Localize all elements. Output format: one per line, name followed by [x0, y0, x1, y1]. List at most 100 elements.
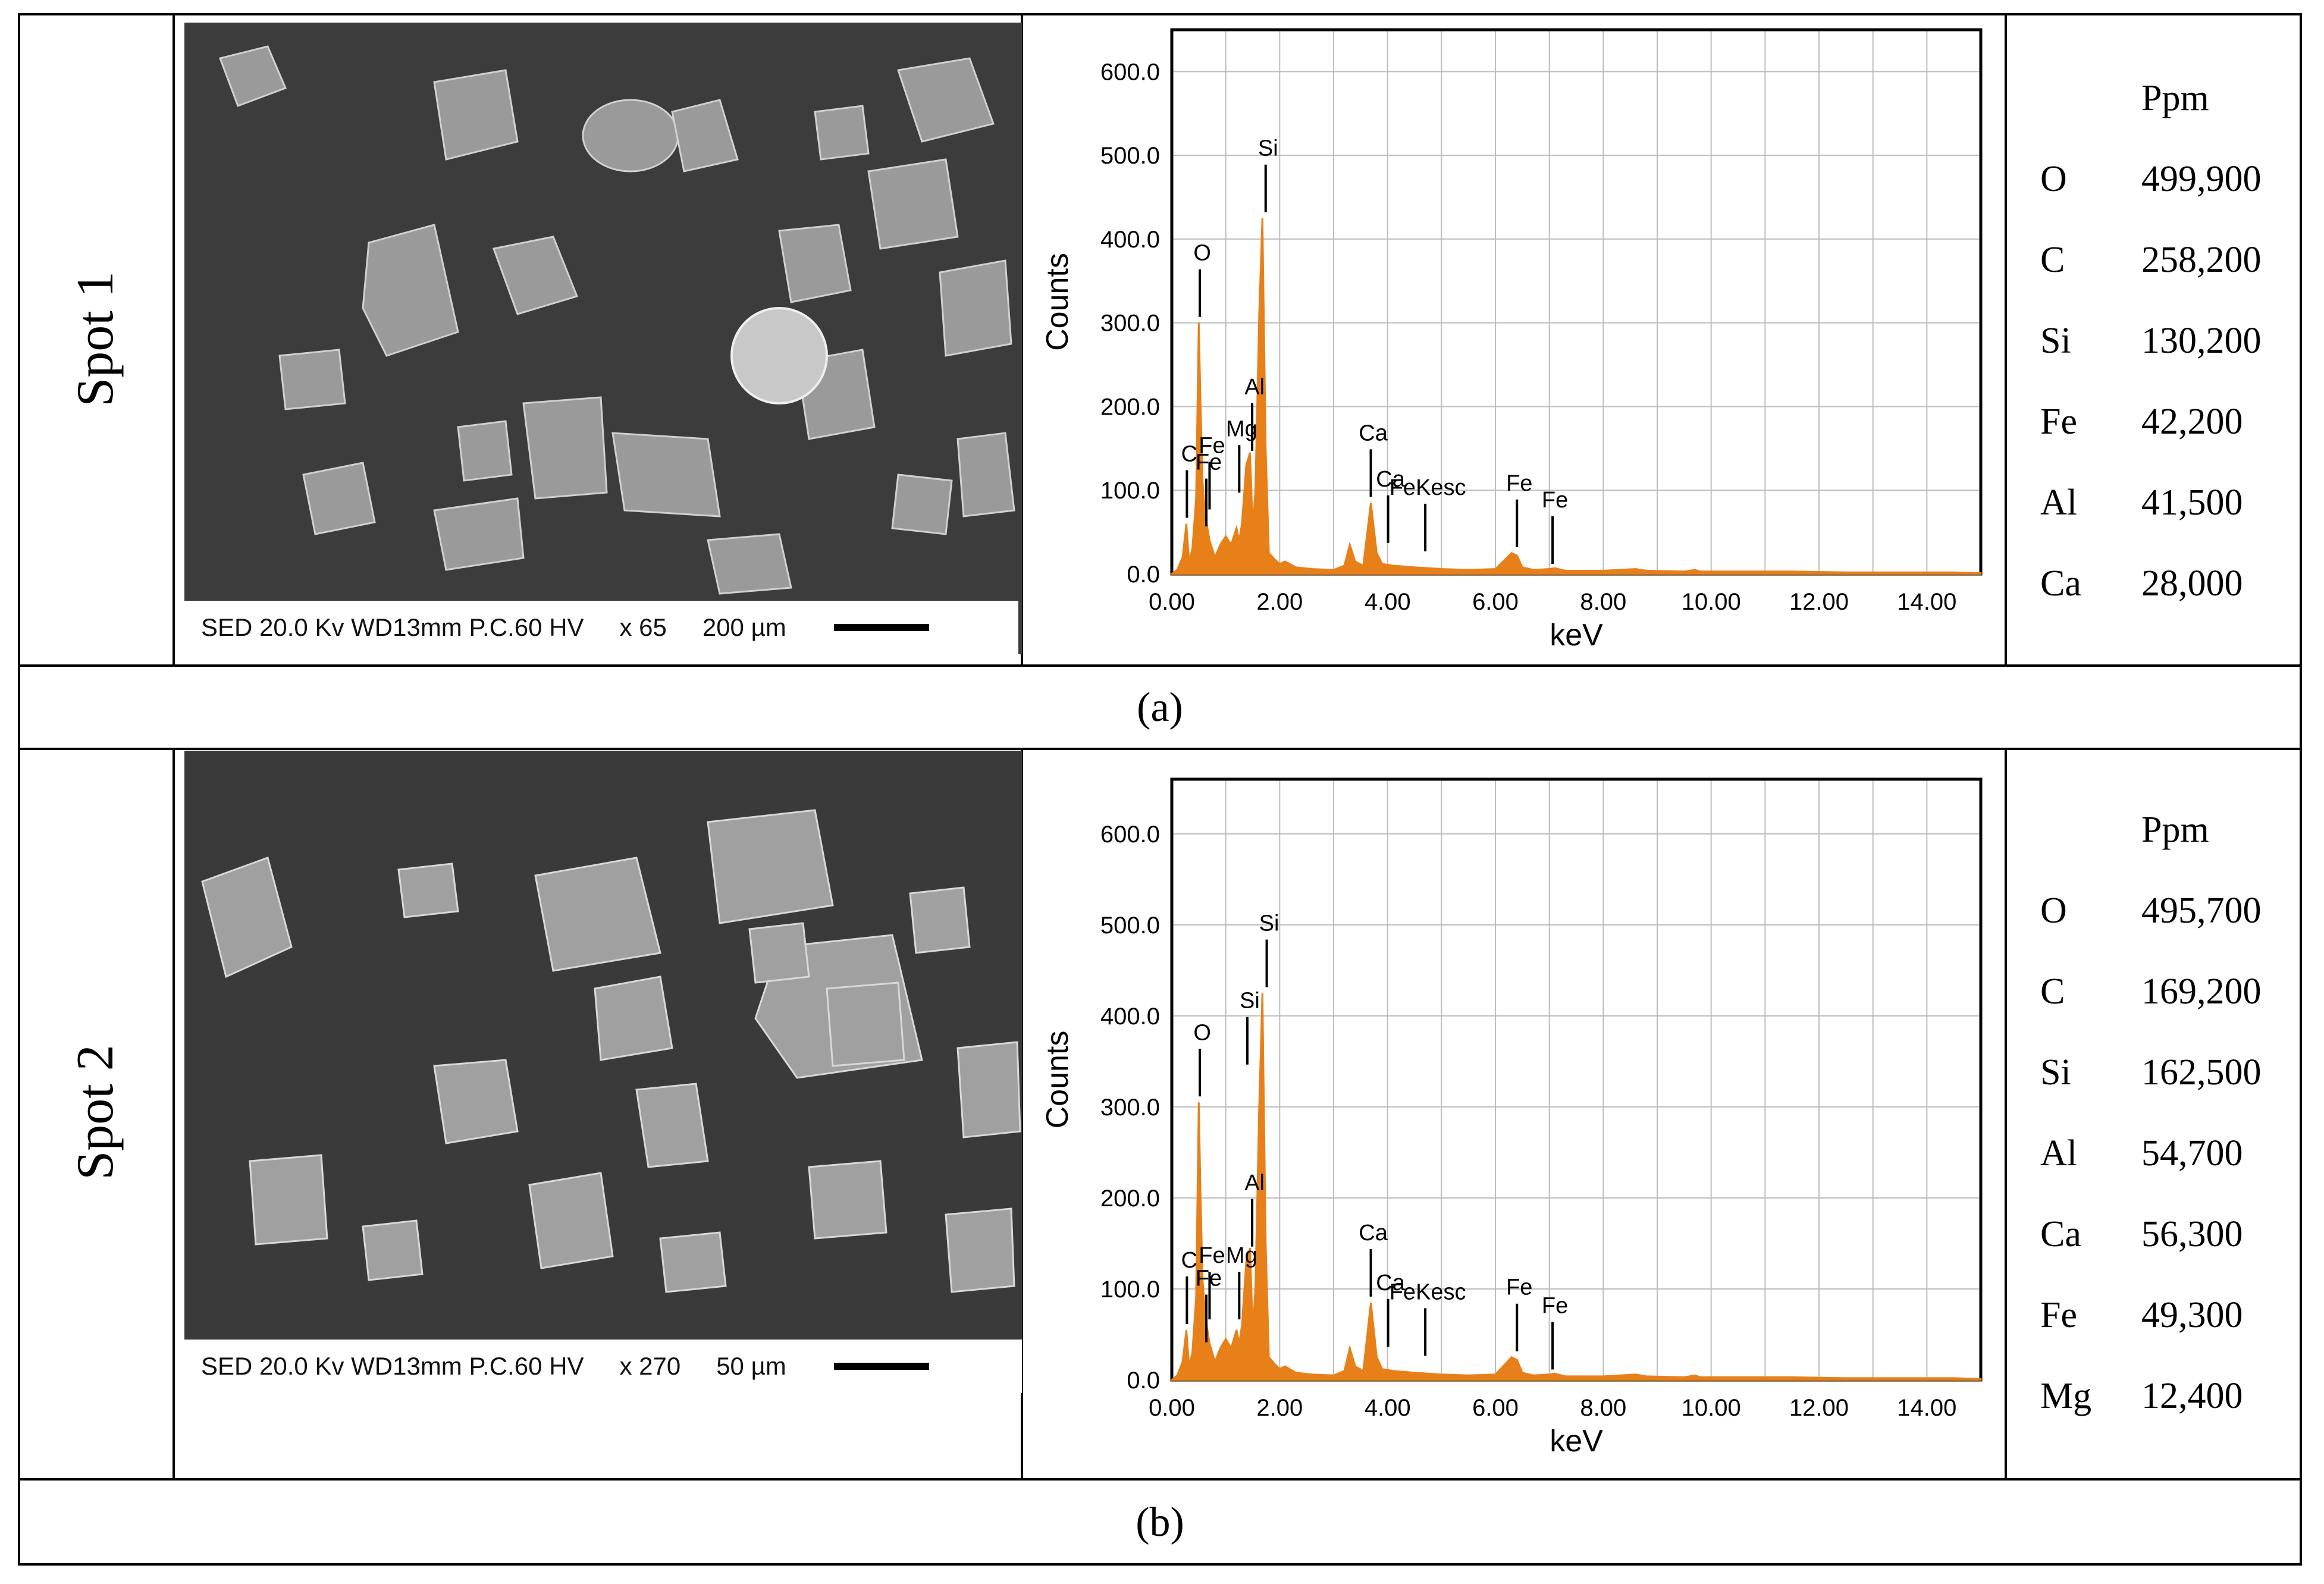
sem-mag-1: x 65	[619, 613, 667, 641]
ppm-value: 258,200	[2141, 240, 2262, 280]
ppm-element: Mg	[2040, 1376, 2092, 1416]
peak-label: Ca	[1376, 467, 1405, 492]
ppm-value: 130,200	[2141, 321, 2262, 361]
sem-sphere-1	[730, 307, 828, 404]
y-axis-label: Counts	[1040, 1031, 1075, 1129]
ppm-element: C	[2040, 240, 2065, 280]
ppm-element: O	[2040, 890, 2067, 931]
eds-spectrum-chart-1: 0.0 100.0 200.0 300.0 400.0 500.0 600.0 0.00 2.0…	[1040, 28, 1983, 653]
x-tick-label: 0.00	[1149, 589, 1195, 615]
peak-label: Fe	[1506, 471, 1532, 496]
peak-label: Si	[1258, 136, 1278, 161]
sem-mode-1: SED 20.0 Kv WD13mm P.C.60 HV	[201, 613, 584, 641]
ppm-row: Si 130,200	[2040, 320, 2308, 362]
ppm-row: Ca 56,300	[2040, 1213, 2308, 1255]
peak-label: Ca	[1359, 421, 1388, 446]
ppm-row: O 499,900	[2040, 158, 2308, 200]
ppm-value: 41,500	[2141, 482, 2243, 523]
ppm-header-1: Ppm	[2141, 78, 2209, 118]
x-axis-label: keV	[1550, 618, 1603, 653]
spectrum-series	[1169, 993, 1982, 1381]
plot-frame	[1170, 777, 1983, 1382]
ppm-value: 12,400	[2141, 1376, 2243, 1416]
ppm-element: Si	[2040, 321, 2071, 361]
ppm-header-2: Ppm	[2141, 810, 2209, 850]
y-tick-label: 200.0	[1100, 394, 1160, 420]
ppm-row: Fe 49,300	[2040, 1294, 2308, 1336]
ppm-row: O 495,700	[2040, 890, 2308, 931]
x-tick-label: 12.00	[1789, 589, 1849, 615]
col-divider-3a	[2005, 13, 2007, 667]
caption-b: (b)	[1136, 1500, 1184, 1545]
ppm-row: Si 162,500	[2040, 1052, 2308, 1093]
x-tick-label: 14.00	[1897, 1395, 1956, 1421]
peak-label: Fe	[1542, 488, 1568, 513]
row-divider-3	[18, 1478, 2302, 1481]
ppm-value: 42,200	[2141, 402, 2243, 442]
ppm-element: O	[2040, 159, 2067, 199]
y-tick-label: 600.0	[1100, 59, 1160, 85]
peak-label: Mg	[1226, 1243, 1257, 1268]
ppm-row: C 169,200	[2040, 971, 2308, 1012]
x-tick-label: 2.00	[1256, 589, 1303, 615]
peak-label: C	[1181, 1248, 1197, 1273]
col-divider-2b	[1021, 748, 1023, 1481]
sem-scale-2: 50 µm	[716, 1352, 786, 1380]
ppm-element: Al	[2040, 482, 2077, 523]
peak-label: Ca	[1359, 1221, 1388, 1246]
y-tick-label: 600.0	[1100, 821, 1160, 848]
x-tick-label: 0.00	[1149, 1395, 1195, 1421]
col-divider-2a	[1021, 13, 1023, 667]
peak-label: Mg	[1226, 416, 1257, 441]
sem-scale-1: 200 µm	[702, 613, 786, 641]
peak-label: Fe	[1199, 433, 1225, 458]
ppm-row: C 258,200	[2040, 239, 2308, 281]
sem-info-bar-2: SED 20.0 Kv WD13mm P.C.60 HV x 270 50 µm	[184, 1340, 1022, 1393]
sem-mode-2: SED 20.0 Kv WD13mm P.C.60 HV	[201, 1352, 584, 1380]
ppm-value: 499,900	[2141, 159, 2262, 199]
ppm-element: Al	[2040, 1133, 2077, 1174]
ppm-value: 49,300	[2141, 1295, 2243, 1335]
ppm-element: Fe	[2040, 1295, 2077, 1335]
x-tick-label: 4.00	[1365, 1395, 1411, 1421]
x-tick-label: 6.00	[1472, 1395, 1519, 1421]
ppm-value: 162,500	[2141, 1052, 2262, 1093]
peak-label: Si	[1259, 911, 1279, 936]
x-tick-label: 10.00	[1682, 1395, 1741, 1421]
spot-2-label: Spot 2	[66, 1045, 124, 1180]
y-axis-label: Counts	[1040, 253, 1075, 351]
peak-label: Al	[1244, 375, 1265, 400]
peak-label: Fe	[1196, 450, 1222, 475]
peak-label: O	[1193, 1020, 1211, 1045]
peak-label: C	[1181, 442, 1197, 467]
y-tick-label: 0.0	[1127, 1367, 1160, 1394]
figure-frame	[18, 13, 2302, 1566]
caption-a: (a)	[1137, 685, 1183, 730]
y-tick-label: 200.0	[1100, 1185, 1160, 1212]
y-tick-label: 500.0	[1100, 912, 1160, 939]
ppm-element: Fe	[2040, 402, 2077, 442]
sem-scalebar-2	[833, 1363, 929, 1370]
row-divider-1	[18, 664, 2302, 667]
y-tick-label: 400.0	[1100, 1003, 1160, 1030]
ppm-row: Fe 42,200	[2040, 401, 2308, 443]
y-tick-label: 100.0	[1100, 478, 1160, 504]
x-tick-label: 2.00	[1256, 1395, 1303, 1421]
x-tick-label: 6.00	[1472, 589, 1519, 615]
x-tick-label: 8.00	[1580, 589, 1626, 615]
y-tick-label: 300.0	[1100, 1094, 1160, 1121]
row-divider-2	[18, 748, 2302, 750]
x-axis-label: keV	[1550, 1424, 1603, 1458]
y-tick-label: 0.0	[1127, 562, 1160, 588]
ppm-value: 56,300	[2141, 1214, 2243, 1254]
ppm-value: 28,000	[2141, 563, 2243, 604]
peak-label: Ca	[1376, 1271, 1405, 1296]
sem-image-spot-2: SED 20.0 Kv WD13mm P.C.60 HV x 270 50 µm	[184, 751, 1022, 1393]
sem-mag-2: x 270	[619, 1352, 681, 1380]
ppm-value: 169,200	[2141, 971, 2262, 1012]
spectrum-series	[1169, 218, 1982, 575]
y-tick-label: 300.0	[1100, 310, 1160, 337]
sem-scalebar-1	[833, 624, 929, 631]
x-tick-label: 14.00	[1897, 589, 1956, 615]
peak-label: Fe	[1199, 1243, 1225, 1268]
